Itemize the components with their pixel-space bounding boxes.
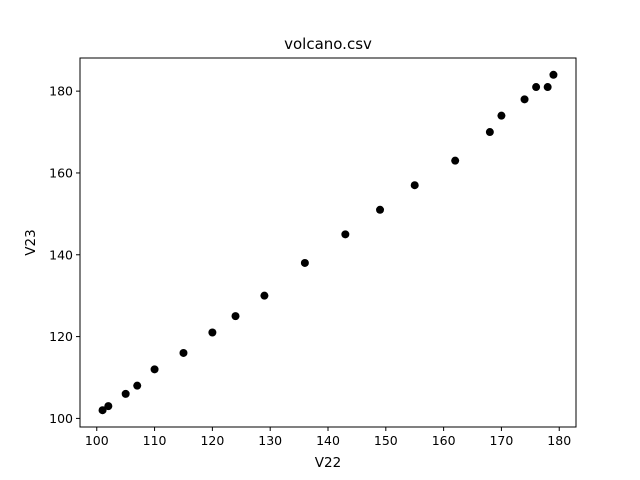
x-tick-label: 160 (432, 433, 456, 448)
data-point (451, 156, 460, 165)
y-tick-label: 100 (49, 411, 73, 426)
x-tick-label: 110 (143, 433, 167, 448)
data-point (532, 83, 541, 92)
y-tick-label: 180 (49, 84, 73, 99)
data-point (231, 312, 240, 321)
x-tick-label: 140 (316, 433, 340, 448)
data-point (179, 348, 188, 357)
data-point (208, 328, 217, 337)
x-axis-label: V22 (315, 455, 341, 471)
x-axis-ticks: 100 110 120 130 140 150 160 170 180 (85, 427, 571, 448)
x-tick-label: 150 (374, 433, 398, 448)
y-axis-ticks: 100 120 140 160 180 (49, 84, 80, 426)
data-point (543, 83, 552, 92)
data-point (260, 291, 269, 300)
y-tick-label: 140 (49, 247, 73, 262)
data-point (410, 181, 419, 190)
data-point (485, 128, 494, 137)
y-tick-label: 160 (49, 165, 73, 180)
data-point (549, 70, 558, 79)
data-point (121, 389, 130, 398)
data-point (520, 95, 529, 104)
data-point (300, 258, 309, 267)
data-point (150, 365, 159, 374)
data-point (104, 402, 113, 411)
y-tick-label: 120 (49, 329, 73, 344)
x-tick-label: 120 (200, 433, 224, 448)
data-point (497, 111, 506, 120)
data-point (133, 381, 142, 390)
data-point (98, 406, 107, 415)
x-tick-label: 100 (85, 433, 109, 448)
x-tick-label: 130 (258, 433, 282, 448)
x-tick-label: 180 (547, 433, 571, 448)
y-axis-label: V23 (23, 229, 39, 255)
chart-title: volcano.csv (284, 35, 372, 53)
data-point (376, 205, 385, 214)
data-point (341, 230, 350, 239)
x-tick-label: 170 (489, 433, 513, 448)
plot-area-frame (79, 57, 577, 428)
data-points (98, 70, 558, 415)
